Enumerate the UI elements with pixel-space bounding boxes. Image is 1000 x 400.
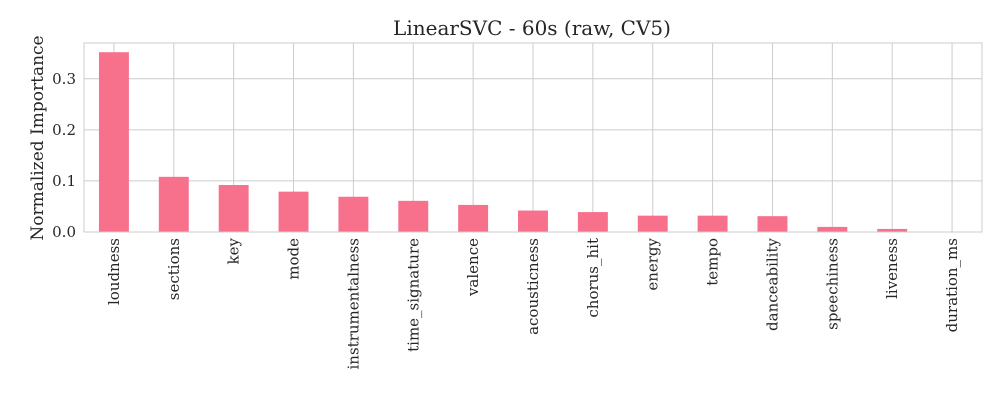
x-tick-label: acousticness bbox=[524, 238, 542, 335]
chart-title: LinearSVC - 60s (raw, CV5) bbox=[393, 16, 671, 40]
bar-instrumentalness bbox=[338, 196, 369, 232]
y-tick-label: 0.1 bbox=[52, 172, 76, 190]
y-tick-label: 0.3 bbox=[52, 70, 76, 88]
x-tick-label: valence bbox=[464, 238, 482, 297]
bar-key bbox=[218, 185, 249, 232]
x-tick-label: time_signature bbox=[404, 238, 422, 352]
x-tick-label: speechiness bbox=[823, 238, 841, 330]
bar-loudness bbox=[98, 52, 129, 232]
bar-mode bbox=[278, 191, 309, 232]
x-tick-label: loudness bbox=[105, 238, 123, 305]
x-tick-label: duration_ms bbox=[943, 238, 961, 332]
plot-frame bbox=[83, 42, 983, 233]
y-axis-label: Normalized Importance bbox=[28, 35, 48, 240]
bar-time_signature bbox=[398, 200, 429, 232]
x-tick-label: sections bbox=[165, 238, 183, 300]
x-tick-label: tempo bbox=[704, 238, 722, 286]
y-tick-label: 0.0 bbox=[52, 223, 76, 241]
bar-sections bbox=[158, 176, 189, 232]
bar-chorus_hit bbox=[577, 212, 608, 232]
x-tick-label: danceability bbox=[763, 237, 781, 330]
x-tick-label: liveness bbox=[883, 238, 901, 299]
bar-acousticness bbox=[518, 210, 548, 232]
y-tick-label: 0.2 bbox=[52, 121, 76, 139]
bar-valence bbox=[458, 204, 489, 232]
x-tick-label: chorus_hit bbox=[584, 238, 602, 318]
bar-energy bbox=[637, 215, 668, 232]
x-tick-label: energy bbox=[644, 237, 662, 290]
bar-tempo bbox=[697, 215, 728, 232]
bar-speechiness bbox=[817, 226, 848, 232]
bar-liveness bbox=[877, 228, 908, 232]
x-tick-label: key bbox=[225, 237, 243, 264]
bar-danceability bbox=[757, 216, 788, 232]
x-tick-label: mode bbox=[285, 238, 303, 280]
plot-area: 0.0 0.1 0.2 0.3 loudness sections key mode instr… bbox=[52, 42, 983, 369]
x-tick-label: instrumentalness bbox=[344, 238, 362, 369]
